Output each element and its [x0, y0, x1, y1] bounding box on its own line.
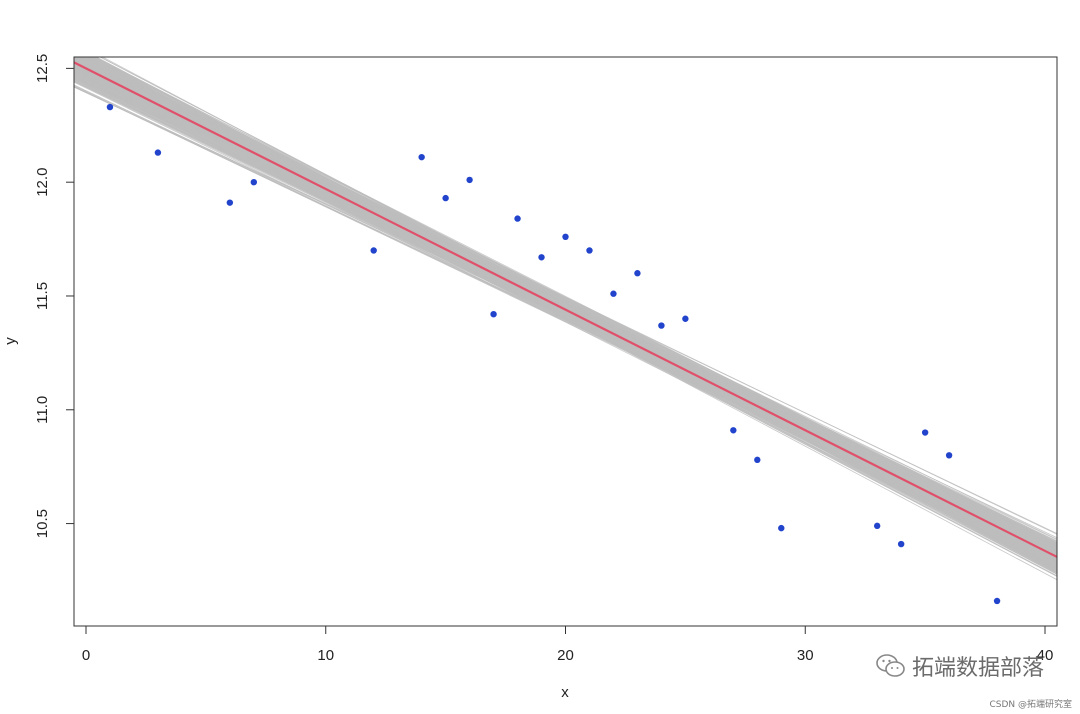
- y-tick-label: 11.0: [34, 396, 51, 424]
- data-point: [945, 452, 953, 459]
- data-point: [586, 247, 593, 254]
- y-axis: 10.5 11.0 11.5 12.0 12.5: [34, 54, 74, 538]
- data-point: [873, 522, 881, 530]
- data-point: [538, 254, 545, 261]
- data-point: [370, 247, 377, 254]
- posterior-line: [92, 57, 1057, 564]
- data-point: [226, 199, 234, 206]
- y-tick-label: 11.5: [34, 282, 51, 310]
- regression-line: [74, 61, 1057, 558]
- data-point: [610, 290, 617, 297]
- posterior-line: [74, 62, 1057, 562]
- x-tick-label: 30: [797, 647, 814, 664]
- data-point: [490, 310, 497, 318]
- x-tick-label: 40: [1037, 647, 1054, 664]
- data-point: [466, 176, 473, 184]
- x-axis: 0 10 20 30 40: [82, 626, 1054, 664]
- data-point: [658, 322, 665, 329]
- data-point: [730, 427, 737, 434]
- y-tick-label: 10.5: [34, 509, 51, 538]
- data-point: [250, 178, 258, 186]
- y-tick-label: 12.0: [34, 168, 51, 197]
- data-point: [993, 597, 1001, 605]
- wechat-icon: [876, 654, 905, 677]
- posterior-line: [75, 57, 1057, 544]
- credit-text: CSDN @拓端研究室: [989, 700, 1072, 710]
- data-point: [897, 540, 905, 548]
- data-point: [634, 270, 641, 277]
- data-point: [418, 153, 425, 161]
- x-tick-label: 0: [82, 647, 90, 664]
- watermark: 拓端数据部落: [876, 650, 1044, 682]
- x-axis-label: x: [561, 684, 569, 701]
- posterior-line: [81, 57, 1057, 570]
- data-point: [754, 456, 761, 464]
- data-point: [154, 149, 162, 156]
- data-point: [442, 194, 449, 202]
- data-point: [106, 103, 114, 111]
- posterior-line: [74, 59, 1057, 535]
- y-tick-label: 12.5: [34, 54, 51, 83]
- data-point: [682, 315, 689, 322]
- data-point: [514, 215, 521, 222]
- data-point: [921, 429, 929, 436]
- watermark-text: 拓端数据部落: [911, 656, 1044, 681]
- x-tick-label: 20: [557, 647, 574, 664]
- data-point: [562, 233, 569, 241]
- x-tick-label: 10: [317, 647, 334, 664]
- data-points: [106, 103, 1001, 605]
- y-axis-label: y: [2, 337, 19, 345]
- data-point: [778, 524, 785, 532]
